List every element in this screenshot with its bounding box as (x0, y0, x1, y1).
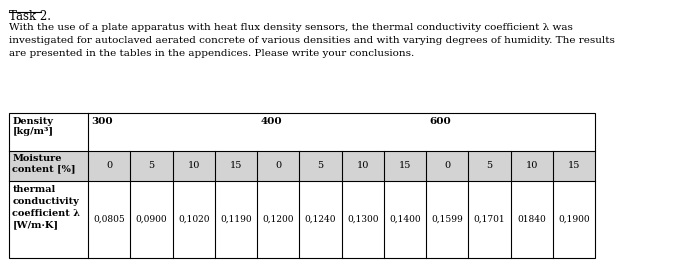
Text: thermal
conductivity
coefficient λ
[W/m·K]: thermal conductivity coefficient λ [W/m·… (12, 185, 80, 229)
Text: 10: 10 (357, 162, 369, 170)
Text: 5: 5 (317, 162, 324, 170)
Text: 0,1900: 0,1900 (559, 215, 590, 224)
Text: 0,1240: 0,1240 (305, 215, 337, 224)
Bar (9, 113, 595, 258)
Text: 0,1400: 0,1400 (390, 215, 421, 224)
Text: 01840: 01840 (517, 215, 546, 224)
Text: 0,1020: 0,1020 (178, 215, 210, 224)
Text: 400: 400 (261, 117, 282, 126)
Text: 0: 0 (275, 162, 282, 170)
Text: 0,0900: 0,0900 (136, 215, 168, 224)
Text: 0,1701: 0,1701 (474, 215, 506, 224)
Text: Density
[kg/m³]: Density [kg/m³] (12, 117, 54, 136)
Text: 0,1190: 0,1190 (221, 215, 252, 224)
Bar (9, 113, 595, 151)
Text: 15: 15 (230, 162, 243, 170)
Text: Moisture
content [%]: Moisture content [%] (12, 154, 76, 173)
Text: 5: 5 (486, 162, 493, 170)
Text: 15: 15 (399, 162, 412, 170)
Text: 0,1300: 0,1300 (347, 215, 379, 224)
Text: 0,1599: 0,1599 (431, 215, 463, 224)
Text: 0: 0 (106, 162, 113, 170)
Bar (9, 181, 595, 258)
Bar (9, 151, 595, 181)
Text: 300: 300 (91, 117, 113, 126)
Text: 10: 10 (188, 162, 200, 170)
Text: Task 2.: Task 2. (9, 10, 51, 23)
Text: 0,1200: 0,1200 (262, 215, 294, 224)
Text: 0,0805: 0,0805 (93, 215, 125, 224)
Text: 10: 10 (526, 162, 538, 170)
Text: 15: 15 (568, 162, 581, 170)
Text: 0: 0 (444, 162, 451, 170)
Text: 5: 5 (148, 162, 155, 170)
Text: 600: 600 (430, 117, 451, 126)
Text: With the use of a plate apparatus with heat flux density sensors, the thermal co: With the use of a plate apparatus with h… (9, 23, 615, 58)
